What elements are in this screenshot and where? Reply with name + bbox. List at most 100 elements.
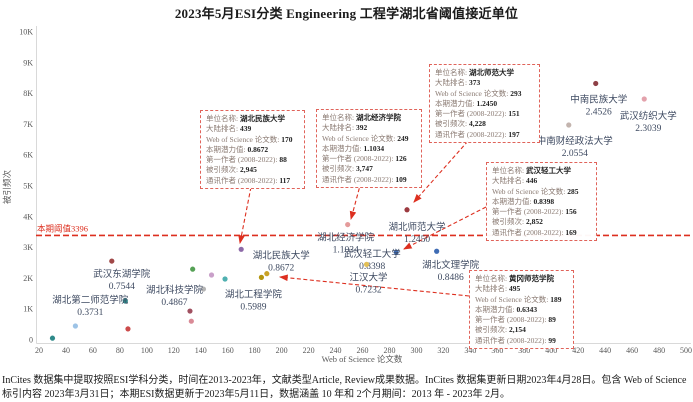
y-tick-label: 5K	[23, 182, 33, 191]
data-point[interactable]	[404, 207, 410, 213]
point-label-name: 武汉轻工大学	[344, 248, 401, 260]
point-label-name: 湖北工程学院	[225, 288, 283, 300]
point-label-name: 湖北师范大学	[388, 221, 445, 233]
point-label-value: 2.4526	[586, 107, 612, 117]
data-point[interactable]	[434, 248, 440, 254]
x-tick-label: 440	[599, 346, 611, 355]
x-tick-label: 260	[357, 346, 369, 355]
data-point[interactable]	[190, 266, 196, 272]
x-tick-label: 200	[276, 346, 288, 355]
tooltip-row: 本期潜力值: 1.1034	[322, 143, 385, 153]
tooltip-row: 本期潜力值: 1.2450	[435, 98, 498, 108]
x-tick-label: 100	[141, 346, 153, 355]
data-point[interactable]	[264, 271, 270, 277]
x-tick-label: 220	[303, 346, 315, 355]
tooltip-row: 被引频次: 2,154	[475, 325, 526, 335]
data-point[interactable]	[258, 274, 265, 280]
x-tick-label: 120	[168, 346, 180, 355]
data-point[interactable]	[208, 272, 215, 278]
y-tick-label: 1K	[23, 305, 33, 314]
x-tick-label: 60	[89, 346, 97, 355]
footnote-line-2: 标引内容 2023年3月31日；本期ESI数据更新于2023年5月11日，数据涵…	[2, 389, 510, 400]
tooltip-row: Web of Science 论文数: 170	[206, 134, 293, 144]
tooltip-row: 通讯作者 (2008-2022): 169	[492, 227, 577, 237]
tooltip-row: 单位名称: 湖北师范大学	[435, 68, 514, 77]
data-point[interactable]	[641, 96, 647, 102]
data-point[interactable]	[49, 335, 56, 341]
arrow-connector	[403, 206, 487, 250]
data-point[interactable]	[222, 276, 228, 282]
tooltip-box: 单位名称: 武汉轻工大学 大陆排名: 446 Web of Science 论文数:…	[486, 162, 597, 242]
tooltip-row: 第一作者 (2008-2022): 151	[435, 109, 520, 119]
tooltip-box: 单位名称: 湖北师范大学 大陆排名: 373 Web of Science 论文数:…	[429, 64, 540, 144]
tooltip-row: 大陆排名: 439	[206, 124, 252, 134]
point-label-value: 0.7544	[109, 282, 135, 292]
tooltip-row: 大陆排名: 373	[435, 78, 481, 88]
y-tick-label: 3K	[23, 243, 33, 252]
point-label-value: 1.1034	[333, 246, 359, 256]
y-tick-label: 6K	[23, 151, 33, 160]
data-point[interactable]	[593, 80, 599, 87]
data-point[interactable]	[566, 122, 572, 128]
point-label-name: 湖北民族大学	[253, 249, 310, 261]
x-tick-label: 240	[330, 346, 342, 355]
data-point[interactable]	[122, 298, 128, 304]
data-point[interactable]	[363, 261, 370, 267]
tooltip-row: 大陆排名: 446	[492, 176, 538, 186]
tooltip-row: 第一作者 (2008-2022): 89	[475, 315, 556, 325]
tooltip-row: 单位名称: 武汉轻工大学	[492, 166, 571, 175]
x-tick-label: 380	[518, 346, 530, 355]
x-tick-label: 460	[626, 346, 638, 355]
point-label-name: 武汉东湖学院	[93, 268, 151, 280]
point-label-value: 1.2450	[404, 235, 430, 245]
data-point[interactable]	[345, 221, 351, 228]
y-tick-label: 0	[29, 336, 33, 345]
threshold-label: 本期阈值3396	[37, 223, 88, 233]
tooltip-row: 通讯作者 (2008-2022): 99	[475, 335, 556, 345]
tooltip-row: Web of Science 论文数: 249	[322, 133, 409, 143]
tooltip-box: 单位名称: 黄冈师范学院 大陆排名: 495 Web of Science 论文数:…	[469, 270, 574, 350]
y-tick-label: 2K	[23, 274, 33, 283]
x-tick-label: 360	[491, 346, 503, 355]
x-tick-label: 80	[116, 346, 124, 355]
tooltip-row: 单位名称: 黄冈师范学院	[475, 274, 554, 283]
y-tick-label: 10K	[19, 28, 33, 37]
data-point[interactable]	[393, 249, 399, 255]
tooltip-row: 通讯作者 (2008-2022): 117	[206, 175, 291, 185]
x-tick-label: 20	[35, 346, 43, 355]
tooltip-row: 第一作者 (2008-2022): 126	[322, 154, 407, 164]
tooltip-row: 第一作者 (2008-2022): 88	[206, 155, 287, 165]
y-axis-title: 被引频次	[2, 170, 12, 205]
x-tick-label: 280	[383, 346, 395, 355]
y-tick-label: 9K	[23, 58, 33, 67]
data-point[interactable]	[188, 318, 194, 324]
tooltip-box: 单位名称: 湖北民族大学 大陆排名: 439 Web of Science 论文数:…	[200, 110, 305, 190]
point-label-value: 0.3731	[77, 308, 103, 318]
tooltip-row: 通讯作者 (2008-2022): 197	[435, 129, 520, 139]
data-point[interactable]	[72, 323, 78, 329]
point-label-name: 武汉纺织大学	[620, 110, 677, 122]
x-axis-title: Web of Science 论文数	[322, 354, 403, 364]
x-tick-label: 140	[195, 346, 207, 355]
tooltip-row: 被引频次: 4,228	[435, 119, 486, 129]
chart-title: 2023年5月ESI分类 Engineering 工程学湖北省阈值接近单位	[174, 6, 519, 21]
footnote-line-1: InCites 数据集中提取按照ESI学科分类，时间在2013-2023年，文献…	[2, 375, 687, 386]
x-tick-label: 300	[410, 346, 422, 355]
data-point[interactable]	[238, 246, 244, 252]
data-point[interactable]	[200, 286, 207, 292]
tooltip-row: 单位名称: 湖北民族大学	[206, 114, 285, 123]
x-tick-label: 180	[249, 346, 261, 355]
tooltip-row: 本期潜力值: 0.8398	[492, 196, 555, 206]
point-label-value: 2.0554	[562, 149, 588, 159]
y-tick-label: 7K	[23, 120, 33, 129]
data-point[interactable]	[125, 326, 131, 332]
tooltip-row: 大陆排名: 495	[475, 284, 521, 294]
tooltip-row: Web of Science 论文数: 285	[492, 186, 579, 196]
data-point[interactable]	[109, 258, 115, 264]
point-label-name: 湖北经济学院	[317, 232, 375, 244]
arrow-connector	[278, 274, 470, 297]
data-point[interactable]	[187, 308, 193, 314]
x-tick-label: 340	[464, 346, 476, 355]
point-label-name: 湖北第二师范学院	[52, 294, 129, 306]
